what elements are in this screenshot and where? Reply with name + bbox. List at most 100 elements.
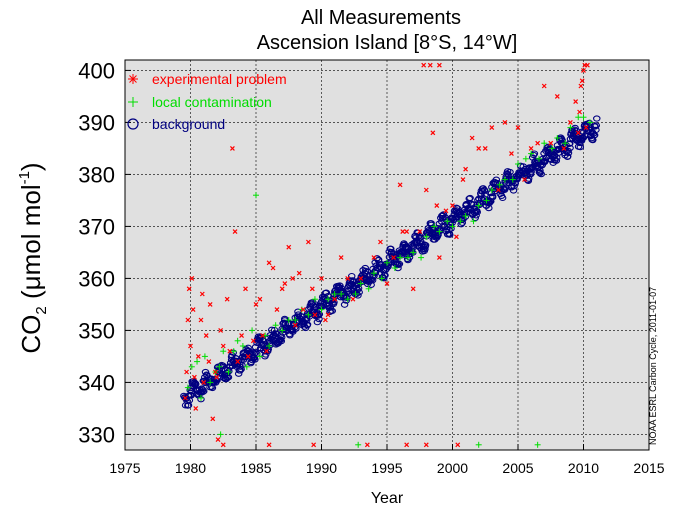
problem-point-b — [250, 338, 256, 344]
problem-point — [227, 348, 233, 354]
problem-point-b — [323, 317, 328, 323]
background-point — [270, 326, 279, 334]
problem-point-b — [345, 275, 351, 281]
contamination-point — [391, 265, 398, 271]
background-point — [395, 250, 403, 257]
problem-point — [218, 327, 224, 333]
problem-point — [325, 312, 331, 318]
contamination-point — [475, 441, 482, 448]
problem-point-b — [305, 239, 311, 245]
problem-point-b — [581, 67, 586, 73]
contamination-point — [384, 259, 390, 266]
problem-point — [350, 296, 356, 302]
background-point — [500, 186, 509, 193]
problem-point-b — [579, 78, 585, 84]
problem-point — [427, 62, 433, 68]
problem-point-b — [332, 296, 338, 302]
contamination-point — [184, 384, 191, 391]
problem-point — [220, 343, 226, 349]
problem-point-b — [434, 203, 440, 209]
problem-point-b — [195, 353, 201, 359]
y-label-prefix: CO — [16, 315, 46, 354]
background-point — [394, 261, 403, 268]
contamination-point — [272, 322, 279, 329]
background-point — [229, 349, 237, 356]
problem-point-b — [430, 130, 436, 136]
problem-point-b — [286, 244, 292, 250]
contamination-point — [207, 379, 214, 386]
problem-point-b — [198, 317, 204, 323]
problem-point-b — [400, 229, 406, 235]
problem-point-b — [245, 353, 251, 359]
problem-point — [286, 244, 292, 250]
background-point — [251, 356, 259, 363]
problem-point-b — [358, 275, 364, 281]
problem-point — [554, 93, 560, 99]
problem-point-b — [325, 312, 331, 318]
problem-point — [182, 395, 188, 401]
background-point — [472, 212, 480, 219]
problem-point — [371, 255, 377, 261]
background-point — [238, 362, 246, 369]
problem-point-b — [274, 307, 280, 313]
problem-point — [434, 203, 440, 209]
problem-point-b — [220, 442, 226, 448]
problem-point — [332, 296, 338, 302]
problem-point — [186, 286, 192, 292]
problem-point — [309, 286, 315, 292]
problem-point — [535, 140, 541, 146]
problem-point-b — [455, 442, 461, 448]
background-point — [395, 260, 404, 268]
background-point — [577, 137, 586, 144]
contamination-point — [535, 155, 542, 162]
problem-point — [235, 359, 241, 365]
problem-point-b — [463, 166, 469, 172]
contamination-point — [483, 197, 490, 204]
problem-point-b — [201, 379, 207, 385]
x-tick-label: 1975 — [109, 460, 140, 476]
problem-point — [207, 301, 213, 307]
problem-point-b — [253, 301, 259, 307]
problem-point — [260, 333, 265, 339]
problem-point-b — [548, 140, 554, 146]
contamination-point — [331, 291, 338, 297]
problem-point-b — [522, 177, 527, 183]
problem-point — [311, 442, 317, 448]
problem-point — [400, 229, 406, 235]
problem-point — [489, 125, 495, 131]
problem-point-b — [421, 62, 427, 68]
problem-point — [323, 317, 328, 323]
problem-point-b — [235, 359, 241, 365]
background-point — [591, 123, 599, 130]
problem-point — [502, 119, 508, 125]
problem-point — [270, 265, 276, 271]
problem-point-b — [495, 187, 501, 193]
problem-point-b — [502, 119, 508, 125]
problem-point-b — [436, 62, 442, 68]
background-point — [592, 126, 600, 134]
problem-point — [417, 229, 423, 235]
y-axis-label: CO2 (μmol mol-1) — [16, 162, 50, 353]
contamination-point — [470, 218, 477, 225]
problem-point — [567, 119, 573, 125]
problem-point — [279, 286, 285, 292]
problem-point — [391, 255, 396, 261]
problem-point-b — [182, 395, 188, 401]
contamination-point — [562, 140, 569, 147]
problem-point-b — [515, 125, 521, 131]
background-point — [322, 289, 331, 296]
problem-point — [436, 255, 442, 261]
problem-point-b — [193, 405, 199, 411]
background-point — [536, 169, 544, 177]
contamination-point — [234, 337, 241, 344]
contamination-point — [404, 254, 411, 261]
problem-point-b — [210, 416, 216, 422]
background-point — [421, 242, 430, 249]
problem-point-b — [391, 255, 396, 261]
problem-point-b — [260, 333, 265, 339]
problem-point-b — [577, 109, 582, 115]
problem-point-b — [270, 265, 276, 271]
contamination-point — [243, 363, 250, 370]
problem-point-b — [266, 442, 272, 448]
problem-point-b — [215, 437, 221, 443]
